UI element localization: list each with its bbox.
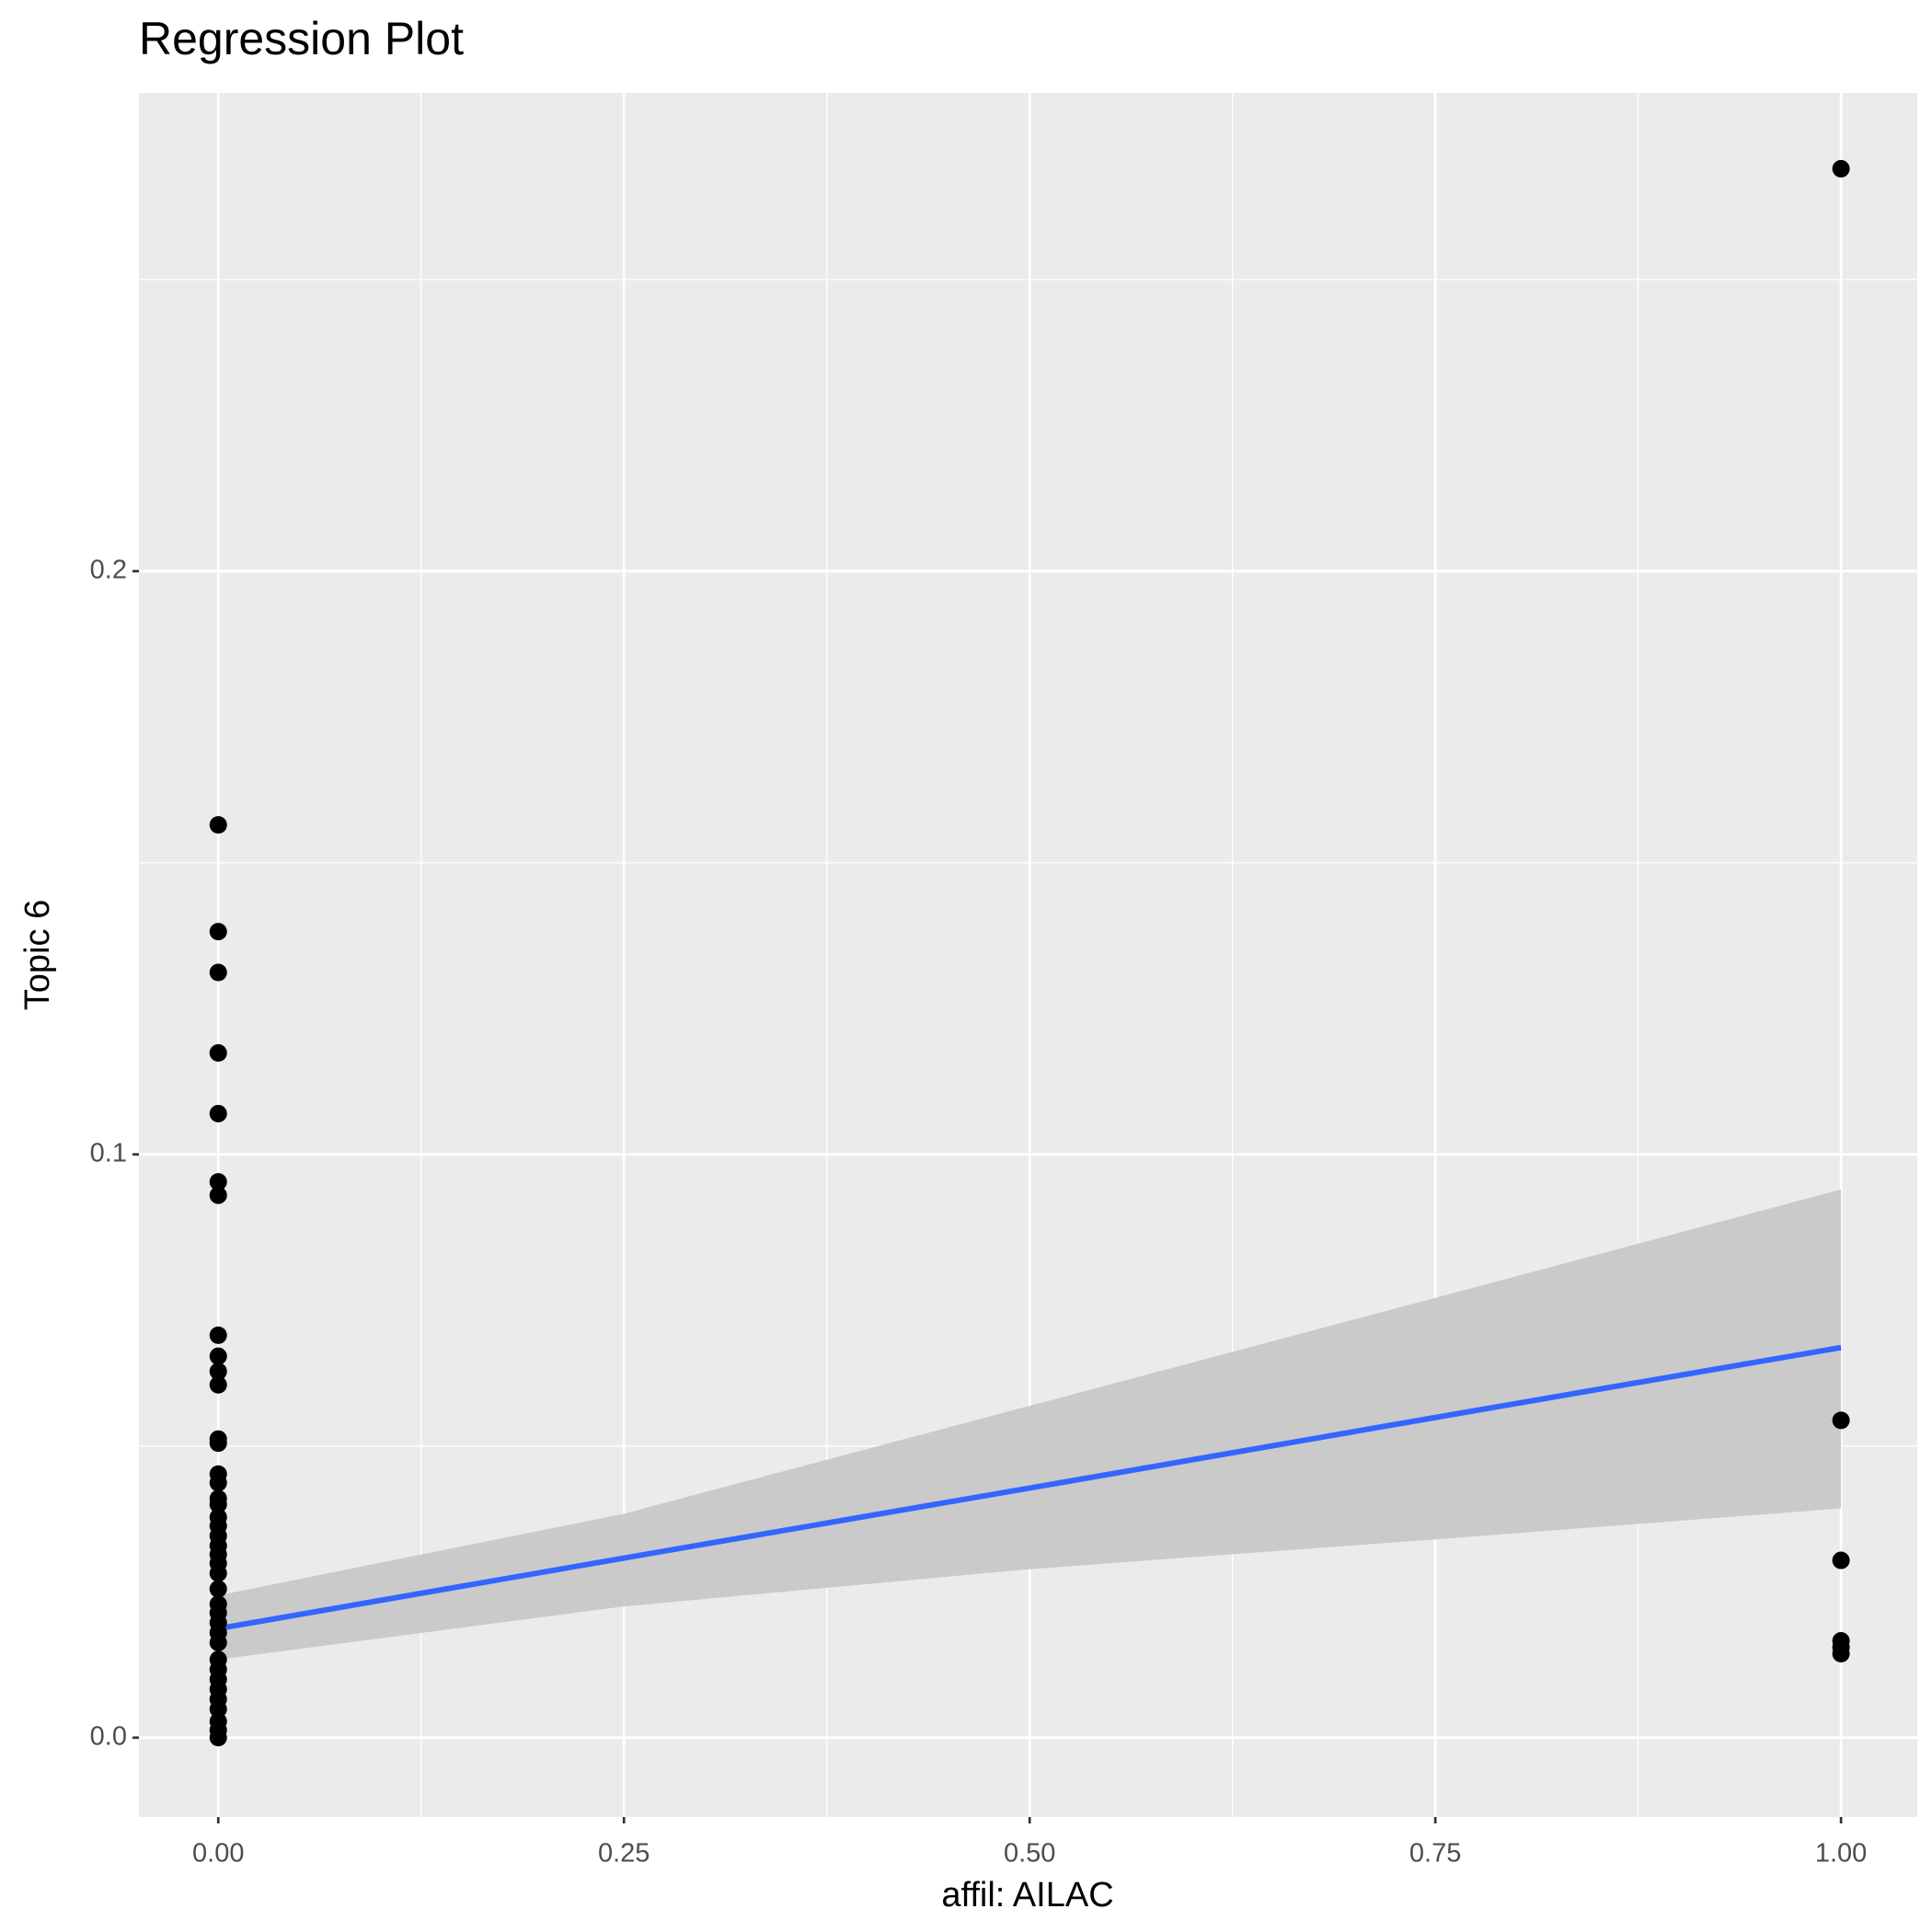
point xyxy=(209,963,227,982)
y-tick-label: 0.1 xyxy=(90,1138,127,1167)
point xyxy=(1832,1411,1850,1430)
point xyxy=(209,1363,227,1381)
point xyxy=(1832,1644,1850,1662)
point xyxy=(209,1729,227,1747)
point xyxy=(209,1564,227,1582)
point xyxy=(209,1326,227,1344)
x-axis-title: affil: AILAC xyxy=(941,1876,1113,1915)
point xyxy=(1832,159,1850,178)
point xyxy=(209,816,227,834)
point xyxy=(209,1044,227,1063)
regression-line xyxy=(217,1344,1842,1632)
point xyxy=(209,1434,227,1453)
chart-title: Regression Plot xyxy=(139,13,464,64)
point xyxy=(209,1375,227,1394)
point xyxy=(209,1347,227,1365)
point xyxy=(209,1474,227,1492)
x-tick-label: 0.75 xyxy=(1409,1839,1461,1869)
point xyxy=(209,1104,227,1122)
point xyxy=(209,1495,227,1513)
y-tick-label: 0.0 xyxy=(90,1721,127,1751)
point xyxy=(209,1173,227,1191)
point xyxy=(209,1700,227,1719)
point xyxy=(209,923,227,941)
confidence-band xyxy=(218,1189,1842,1660)
point xyxy=(209,1186,227,1204)
x-tick-label: 1.00 xyxy=(1815,1839,1867,1869)
point xyxy=(209,1633,227,1651)
x-tick-label: 0.25 xyxy=(598,1839,650,1869)
x-tick-label: 0.00 xyxy=(192,1839,244,1869)
point xyxy=(1832,1551,1850,1570)
y-axis-title: Topic 6 xyxy=(18,900,57,1010)
point xyxy=(209,1580,227,1598)
y-tick-label: 0.2 xyxy=(90,556,127,585)
x-tick-label: 0.50 xyxy=(1004,1839,1055,1869)
